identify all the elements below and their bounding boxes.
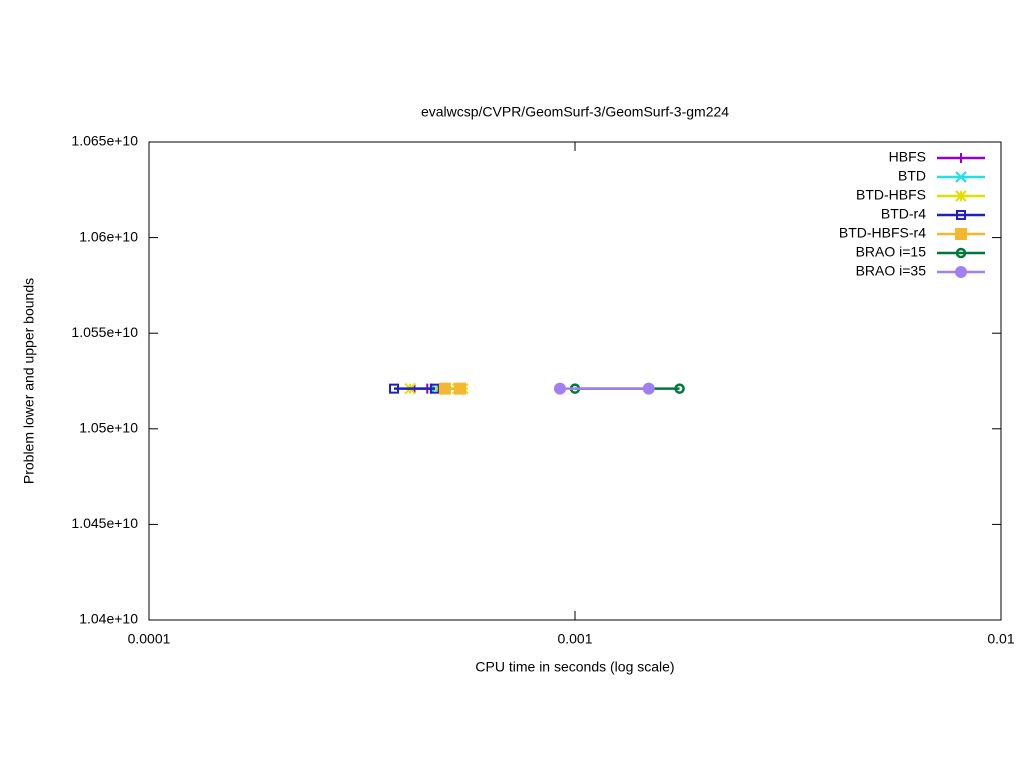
x-tick-label: 0.0001	[128, 631, 171, 647]
y-tick-label: 1.05e+10	[79, 420, 138, 436]
marker	[453, 382, 466, 395]
marker-shape	[389, 383, 400, 394]
x-tick-label: 0.01	[987, 631, 1014, 647]
legend-label: BTD-r4	[881, 206, 926, 222]
marker	[955, 171, 967, 183]
marker	[955, 247, 967, 259]
marker-stroke	[955, 171, 967, 183]
y-tick-label: 1.045e+10	[71, 515, 138, 531]
marker-shape	[955, 247, 967, 259]
marker-shape	[956, 210, 966, 220]
marker	[553, 382, 566, 395]
marker-shape	[453, 382, 466, 395]
marker-stroke	[955, 190, 967, 202]
marker-shape	[955, 228, 967, 240]
y-tick-label: 1.06e+10	[79, 228, 138, 244]
legend-label: BTD-HBFS	[856, 187, 926, 203]
marker-shape	[955, 266, 967, 278]
marker-shape	[438, 382, 451, 395]
legend-label: BRAO i=15	[856, 244, 927, 260]
y-tick-label: 1.04e+10	[79, 611, 138, 627]
x-axis-label: CPU time in seconds (log scale)	[475, 659, 674, 675]
marker	[955, 190, 967, 202]
marker	[674, 383, 685, 394]
y-axis-label: Problem lower and upper bounds	[21, 278, 37, 484]
legend-label: BRAO i=35	[856, 263, 927, 279]
marker-shape	[642, 382, 655, 395]
marker	[955, 266, 967, 278]
marker-shape	[553, 382, 566, 395]
legend-label: HBFS	[889, 149, 926, 165]
y-tick-label: 1.065e+10	[71, 133, 138, 149]
marker	[956, 153, 966, 163]
legend-label: BTD	[898, 168, 926, 184]
marker	[389, 383, 400, 394]
y-tick-label: 1.055e+10	[71, 324, 138, 340]
legend-label: BTD-HBFS-r4	[839, 225, 926, 241]
marker	[956, 210, 966, 220]
marker	[438, 382, 451, 395]
marker	[642, 382, 655, 395]
marker	[955, 228, 967, 240]
marker-shape	[674, 383, 685, 394]
x-tick-label: 0.001	[557, 631, 592, 647]
chart-title: evalwcsp/CVPR/GeomSurf-3/GeomSurf-3-gm22…	[421, 104, 729, 120]
